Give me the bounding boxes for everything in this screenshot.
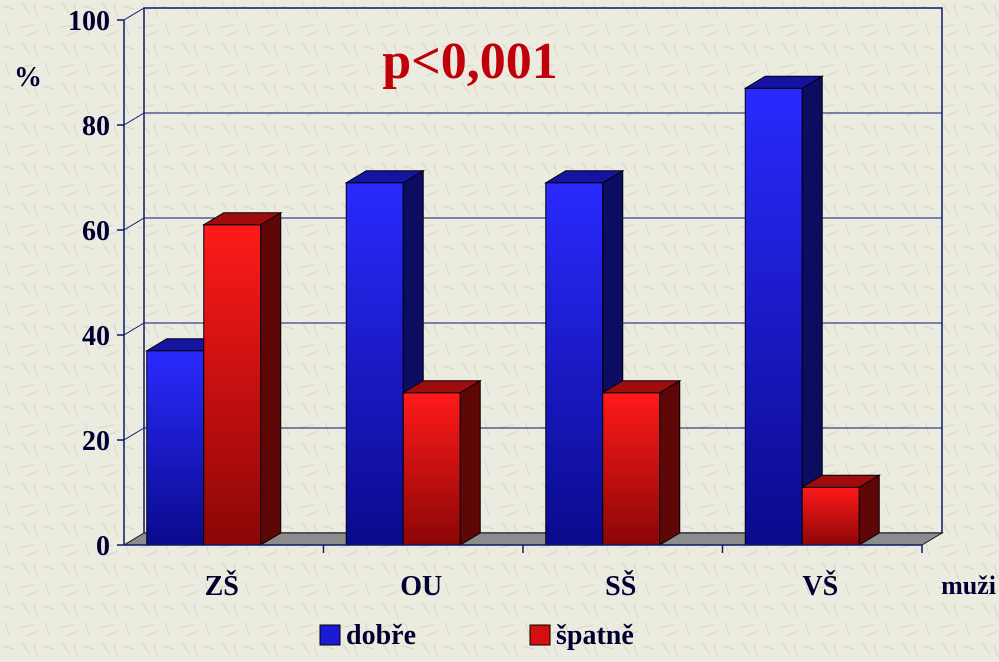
bar-side — [260, 211, 282, 546]
y-tick-label: 0 — [96, 531, 110, 562]
bar-front — [146, 350, 205, 546]
gridline-side — [123, 112, 145, 126]
bar-top — [201, 212, 283, 226]
bar-top — [401, 380, 483, 394]
bar-top — [600, 380, 682, 394]
bar-front — [402, 392, 461, 546]
x-tick-label: VŠ — [802, 571, 838, 602]
gridline-side — [123, 322, 145, 336]
bar-top — [543, 170, 625, 184]
bar-top — [800, 474, 882, 488]
y-tick-label: 20 — [82, 426, 110, 457]
bar-side — [801, 75, 823, 546]
bar-front — [801, 486, 860, 546]
y-tick-label: 60 — [82, 216, 110, 247]
legend-label-dobře: dobře — [346, 620, 416, 651]
y-axis-label: % — [14, 62, 42, 93]
bar-side — [659, 379, 681, 546]
bar-front — [545, 182, 604, 546]
x-tick-label: OU — [400, 571, 442, 602]
bar-VŠ-dobře — [743, 75, 825, 546]
gridline-side — [123, 427, 145, 441]
bar-ZŠ-špatně — [201, 211, 283, 546]
y-tick-label: 40 — [82, 321, 110, 352]
x-tick-label: ZŠ — [205, 571, 239, 602]
legend-swatch-špatně — [529, 624, 551, 646]
legend-label-špatně: špatně — [556, 620, 634, 651]
bar-side — [459, 379, 481, 546]
bar-OU-špatně — [401, 379, 483, 546]
x-tick-label: SŠ — [605, 571, 636, 602]
bar-top — [344, 170, 426, 184]
y-tick-label: 100 — [68, 6, 110, 37]
gridline-side — [123, 7, 145, 21]
bar-top — [743, 75, 825, 89]
y-tick-label: 80 — [82, 111, 110, 142]
bar-front — [203, 224, 262, 546]
bar-front — [345, 182, 404, 546]
x-axis-label: muži — [941, 571, 996, 600]
bar-SŠ-špatně — [600, 379, 682, 546]
bar-front — [744, 87, 803, 546]
bar-VŠ-špatně — [800, 474, 882, 546]
gridline-side — [123, 217, 145, 231]
bar-front — [602, 392, 661, 546]
significance-annotation: p<0,001 — [382, 33, 558, 90]
legend-swatch-dobře — [319, 624, 341, 646]
